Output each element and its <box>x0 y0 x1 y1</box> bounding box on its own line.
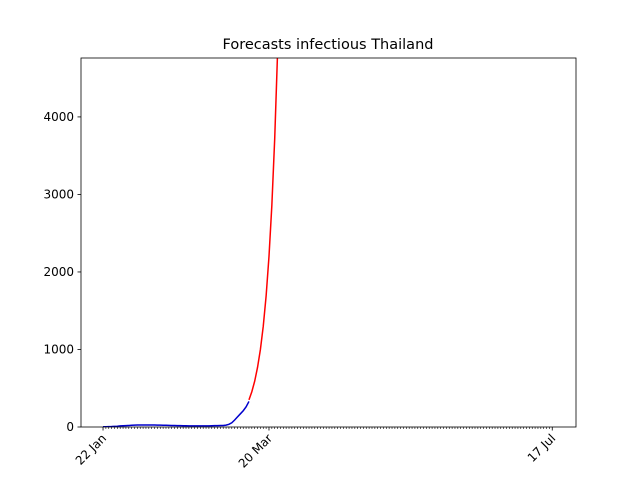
y-tick-label: 3000 <box>43 187 74 201</box>
y-tick-label: 4000 <box>43 110 74 124</box>
y-tick-label: 0 <box>66 420 74 434</box>
x-tick-label: 17 Jul <box>525 431 559 465</box>
chart-title: Forecasts infectious Thailand <box>223 37 434 53</box>
series-line <box>248 58 279 401</box>
x-tick-label: 20 Mar <box>236 431 275 470</box>
x-tick-label: 22 Jan <box>73 431 109 467</box>
series-line <box>103 401 250 427</box>
plot-frame <box>80 57 577 428</box>
y-tick-label: 2000 <box>43 265 74 279</box>
y-tick-label: 1000 <box>43 342 74 356</box>
